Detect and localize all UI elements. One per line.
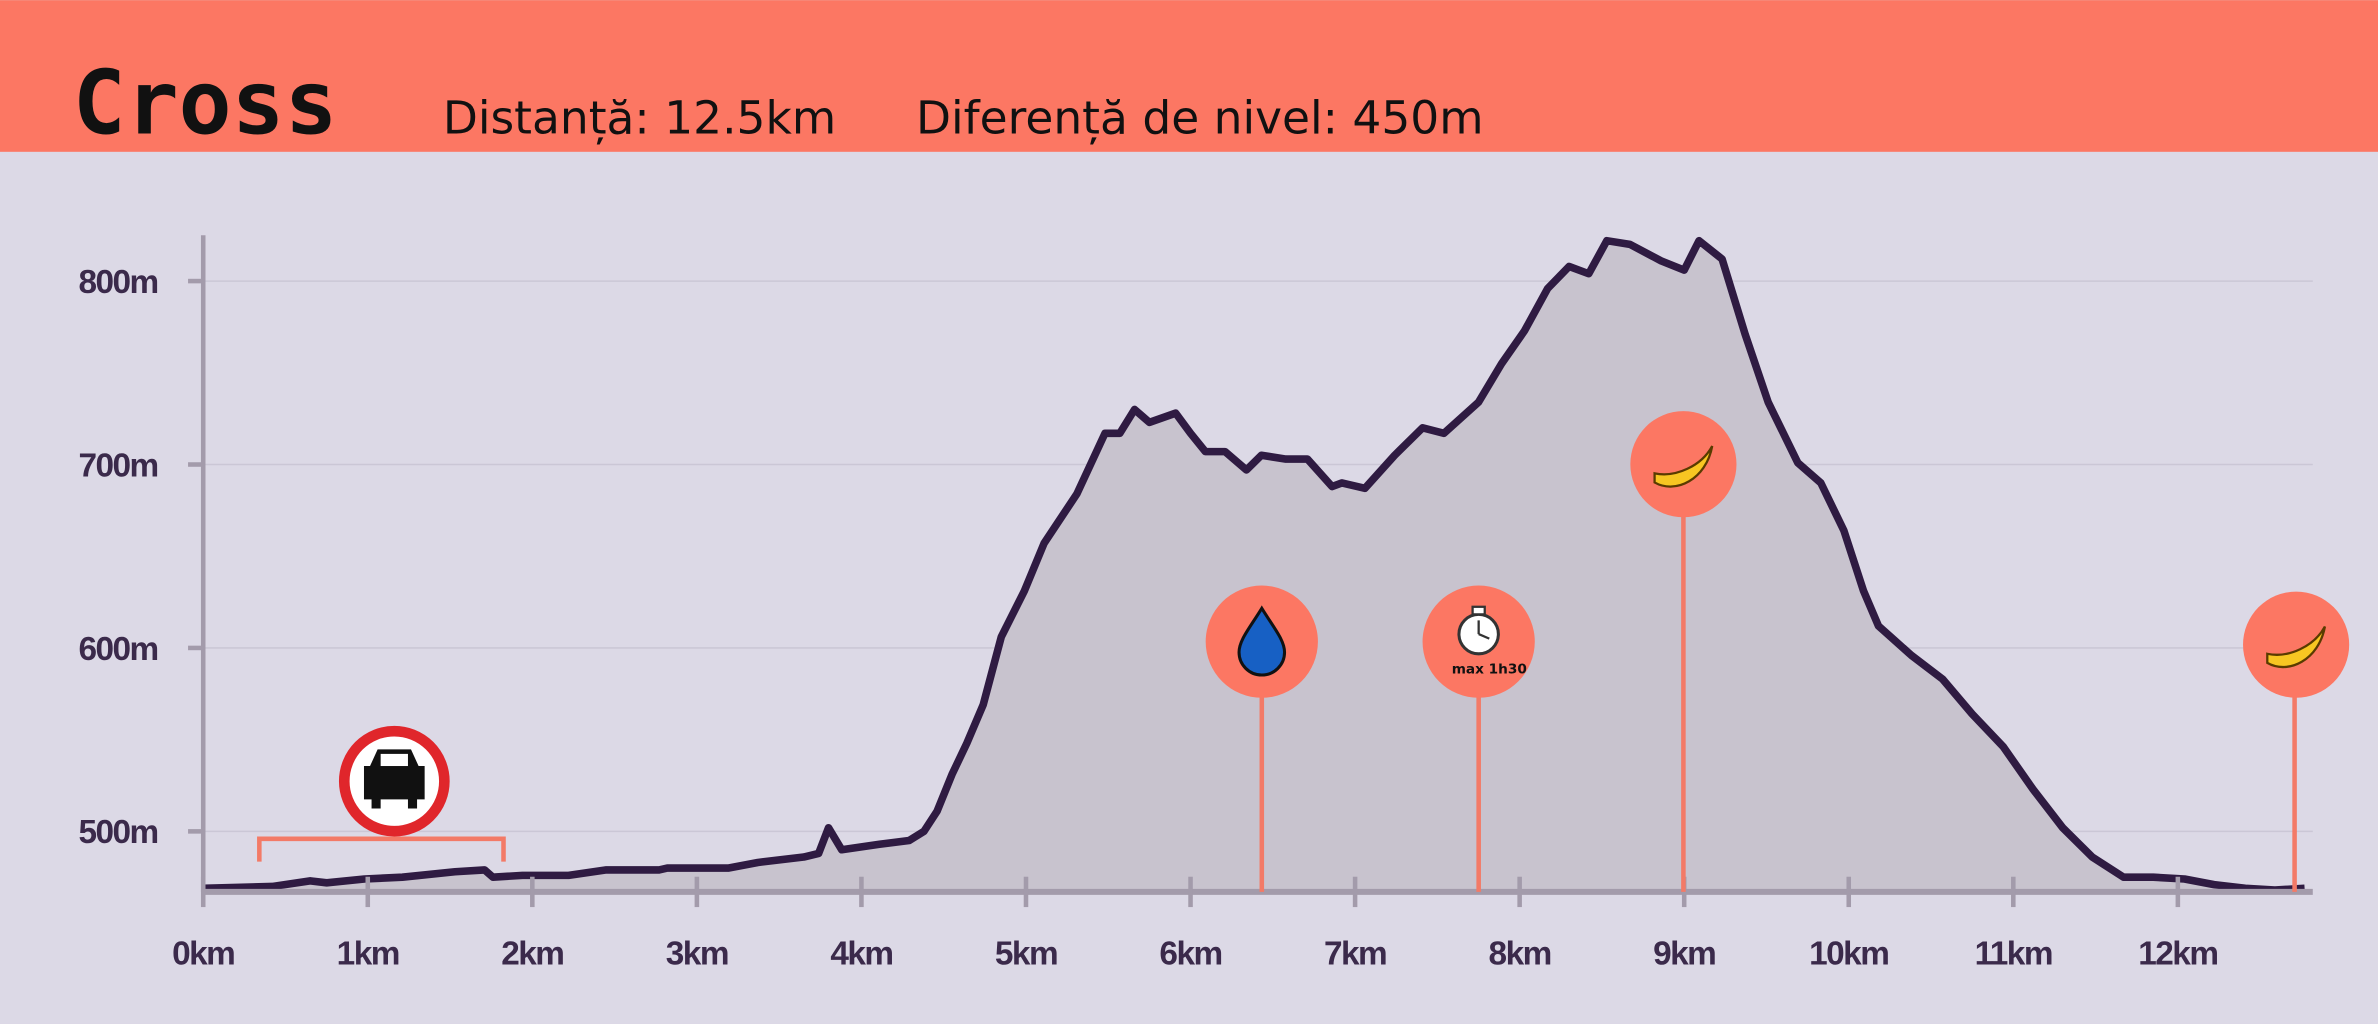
elevation-line <box>203 236 2305 894</box>
water-icon <box>1237 605 1287 677</box>
car-window <box>380 753 408 767</box>
x-tick-label: 2km <box>501 935 563 972</box>
food-marker <box>1630 411 1737 518</box>
elevation-gain: Diferență de nivel: 450m <box>916 92 1484 146</box>
time-limit: max 1h30 <box>1452 662 1527 678</box>
x-tick-label: 0km <box>172 935 234 972</box>
title: Cross <box>73 52 338 155</box>
x-tick-label: 10km <box>1809 935 1888 972</box>
distance: Distanță: 12.5km <box>443 92 836 146</box>
x-tick-label: 5km <box>995 935 1057 972</box>
x-tick-label: 4km <box>830 935 892 972</box>
x-tick-label: 12km <box>2138 935 2217 972</box>
x-tick-label: 9km <box>1653 935 1715 972</box>
x-tick-label: 11km <box>1975 935 2052 972</box>
y-tick-label: 800m <box>78 264 157 301</box>
x-tick-label: 7km <box>1324 935 1386 972</box>
food-marker <box>2243 591 2350 698</box>
stopwatch-hands <box>1477 620 1490 640</box>
x-tick-label: 6km <box>1159 935 1221 972</box>
y-tick-label: 600m <box>78 631 157 668</box>
y-tick-label: 700m <box>78 447 157 484</box>
header-bar <box>0 0 2378 152</box>
stopwatch-button <box>1471 605 1486 616</box>
plot: 500m 600m 700m 800m 0km 1km 2km 3km 4km 5km 6km 7km… <box>78 235 2313 972</box>
icons: max 1h30 <box>257 411 2350 892</box>
car-icon <box>363 749 425 809</box>
zone-bracket <box>257 836 506 862</box>
y-tick-label: 500m <box>78 814 157 851</box>
area-fill <box>203 240 2305 892</box>
x-tick-label: 8km <box>1489 935 1551 972</box>
banana-icon <box>1653 445 1714 488</box>
banana-icon <box>2266 625 2327 669</box>
x-tick-label: 1km <box>337 935 399 972</box>
x-tick-label: 3km <box>666 935 728 972</box>
